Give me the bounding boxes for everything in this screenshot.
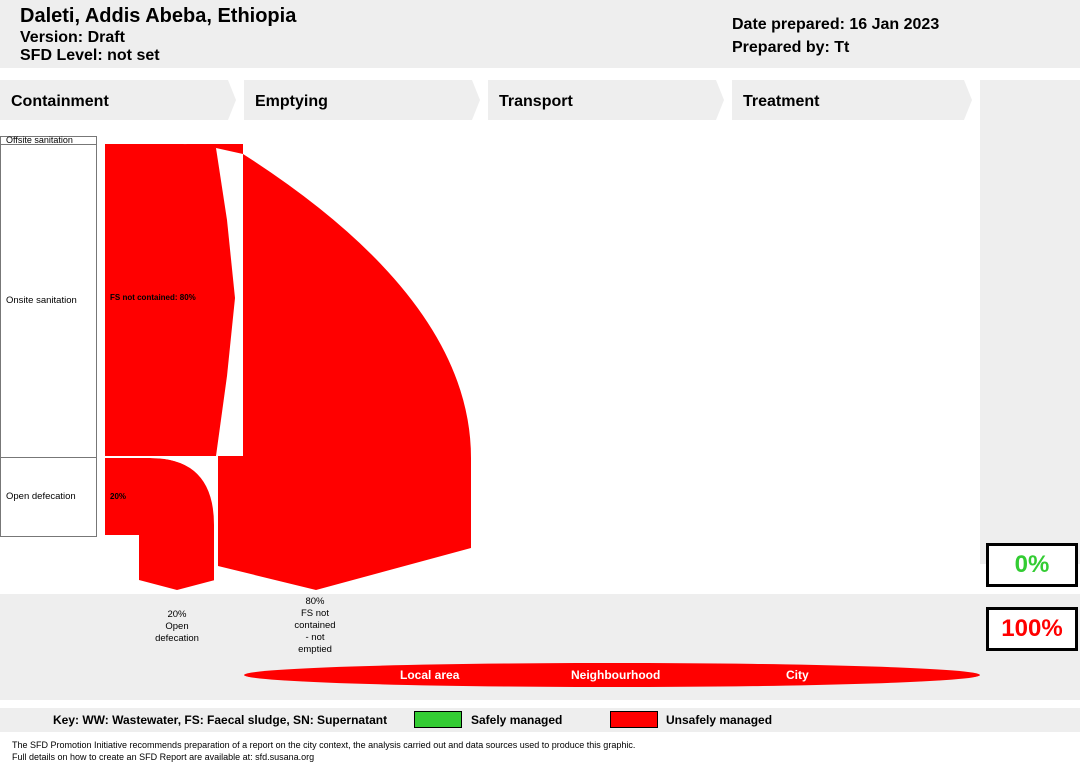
stage-label: Containment	[11, 93, 109, 110]
unsafe-swatch	[610, 711, 658, 728]
source-open-defecation: Open defecation	[0, 457, 97, 537]
footer-line-1: The SFD Promotion Initiative recommends …	[12, 740, 636, 750]
stage-treatment: Treatment	[732, 80, 972, 120]
outcome-line: Open	[165, 621, 189, 632]
stage-arrow-shape	[244, 80, 480, 120]
outcome-line: - not	[305, 632, 325, 643]
unsafe-key-label: Unsafely managed	[666, 713, 773, 727]
stage-emptying: Emptying	[244, 80, 480, 120]
flow-open-defecation	[105, 458, 215, 590]
outcome-line: emptied	[298, 644, 332, 655]
outcome-line: 20%	[167, 609, 187, 620]
source-onsite-label: Onsite sanitation	[6, 295, 77, 306]
key-label: Key: WW: Wastewater, FS: Faecal sludge, …	[53, 713, 388, 727]
outcome-fs-not-emptied: 80% FS not contained - not emptied	[275, 596, 355, 656]
area-ellipse	[244, 663, 980, 687]
flow-fs-not-contained	[105, 144, 235, 456]
safe-swatch	[414, 711, 462, 728]
safe-key-label: Safely managed	[471, 713, 563, 727]
source-open-defecation-label: Open defecation	[6, 491, 76, 502]
version-label: Version: Draft	[20, 29, 125, 46]
stage-label: Treatment	[743, 93, 820, 110]
stage-containment: Containment	[0, 80, 236, 120]
area-city: City	[786, 668, 809, 682]
footer-line-2: Full details on how to create an SFD Rep…	[12, 752, 315, 762]
stage-arrow-shape	[488, 80, 724, 120]
stage-label: Transport	[499, 93, 573, 110]
stage-transport: Transport	[488, 80, 724, 120]
key-bar	[0, 708, 1080, 732]
flow-fs-not-emptied	[183, 144, 471, 590]
outcome-line: 80%	[305, 596, 325, 607]
prepared-by-label: Prepared by: Tt	[732, 39, 850, 56]
flow-divider	[105, 456, 216, 585]
source-offsite-label: Offsite sanitation	[6, 135, 73, 145]
date-prepared-label: Date prepared: 16 Jan 2023	[732, 16, 940, 33]
stage-arrow-shape	[732, 80, 972, 120]
outcome-line: FS not	[301, 608, 329, 619]
safe-percent-box: 0%	[986, 543, 1078, 587]
city-title: Daleti, Addis Abeba, Ethiopia	[20, 5, 297, 27]
summary-panel	[980, 80, 1080, 564]
stage-label: Emptying	[255, 93, 328, 110]
area-neighbourhood: Neighbourhood	[571, 668, 661, 682]
unsafe-percent-box: 100%	[986, 607, 1078, 651]
source-onsite: Onsite sanitation	[0, 144, 97, 458]
stage-arrow-shape	[0, 80, 236, 120]
header-bar	[0, 0, 1080, 68]
outcome-line: contained	[294, 620, 336, 631]
outcome-line: defecation	[155, 633, 199, 644]
flow-label-open-defecation: 20%	[110, 492, 127, 501]
sfd-level-label: SFD Level: not set	[20, 47, 160, 64]
outcome-open-defecation: 20% Open defecation	[137, 609, 217, 645]
flow-label-fs-not-contained: FS not contained: 80%	[110, 293, 196, 302]
area-local: Local area	[400, 668, 460, 682]
